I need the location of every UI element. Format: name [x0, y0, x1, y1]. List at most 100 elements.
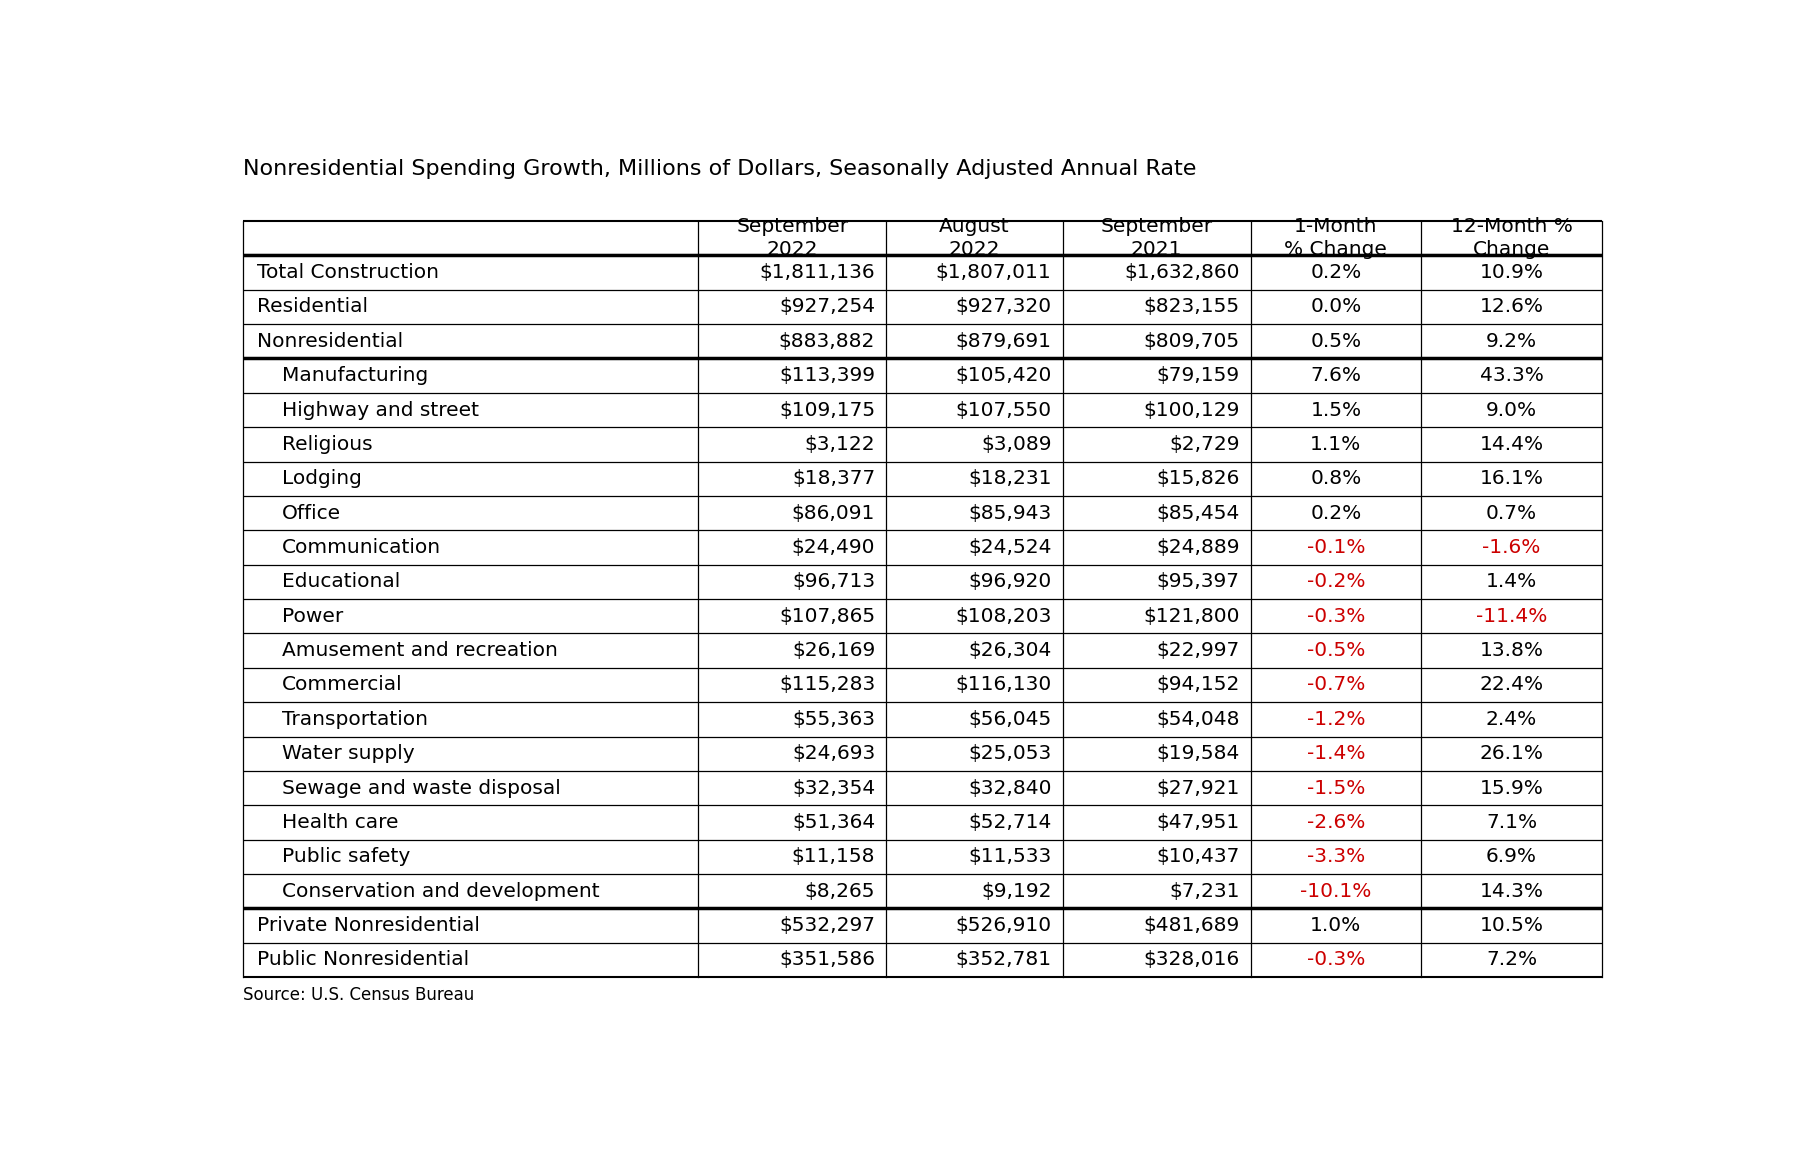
Text: 0.0%: 0.0% [1310, 298, 1361, 316]
Text: Highway and street: Highway and street [283, 401, 479, 419]
Text: 10.5%: 10.5% [1480, 916, 1544, 935]
Text: $25,053: $25,053 [968, 745, 1051, 763]
Text: 0.5%: 0.5% [1310, 332, 1361, 351]
Text: 6.9%: 6.9% [1487, 848, 1537, 866]
Text: $107,865: $107,865 [779, 607, 875, 625]
Text: $15,826: $15,826 [1156, 469, 1240, 489]
Text: September
2022: September 2022 [736, 217, 848, 259]
Text: 7.2%: 7.2% [1487, 951, 1537, 969]
Text: 1.1%: 1.1% [1310, 435, 1361, 454]
Text: -1.2%: -1.2% [1307, 710, 1364, 728]
Text: $11,158: $11,158 [792, 848, 875, 866]
Text: Residential: Residential [257, 298, 367, 316]
Text: $526,910: $526,910 [956, 916, 1051, 935]
Text: $24,693: $24,693 [792, 745, 875, 763]
Text: Manufacturing: Manufacturing [283, 366, 428, 386]
Text: 14.3%: 14.3% [1480, 881, 1544, 901]
Text: $481,689: $481,689 [1143, 916, 1240, 935]
Text: Nonresidential Spending Growth, Millions of Dollars, Seasonally Adjusted Annual : Nonresidential Spending Growth, Millions… [243, 159, 1197, 178]
Text: -2.6%: -2.6% [1307, 813, 1364, 831]
Text: $18,231: $18,231 [968, 469, 1051, 489]
Text: $328,016: $328,016 [1143, 951, 1240, 969]
Text: $8,265: $8,265 [805, 881, 875, 901]
Text: $24,889: $24,889 [1156, 538, 1240, 557]
Text: $54,048: $54,048 [1156, 710, 1240, 728]
Text: $51,364: $51,364 [792, 813, 875, 831]
Text: $52,714: $52,714 [968, 813, 1051, 831]
Text: $532,297: $532,297 [779, 916, 875, 935]
Text: $26,169: $26,169 [792, 642, 875, 660]
Text: $3,122: $3,122 [805, 435, 875, 454]
Text: $32,840: $32,840 [968, 778, 1051, 798]
Text: $24,524: $24,524 [968, 538, 1051, 557]
Text: $109,175: $109,175 [779, 401, 875, 419]
Text: $879,691: $879,691 [956, 332, 1051, 351]
Text: -0.2%: -0.2% [1307, 572, 1364, 592]
Text: 0.7%: 0.7% [1487, 504, 1537, 522]
Text: $10,437: $10,437 [1156, 848, 1240, 866]
Text: 1.0%: 1.0% [1310, 916, 1361, 935]
Text: Water supply: Water supply [283, 745, 414, 763]
Text: Communication: Communication [283, 538, 441, 557]
Text: 13.8%: 13.8% [1480, 642, 1544, 660]
Text: 0.2%: 0.2% [1310, 504, 1361, 522]
Text: 16.1%: 16.1% [1480, 469, 1544, 489]
Text: 0.2%: 0.2% [1310, 263, 1361, 283]
Text: $1,807,011: $1,807,011 [936, 263, 1051, 283]
Text: Office: Office [283, 504, 342, 522]
Text: $7,231: $7,231 [1168, 881, 1240, 901]
Text: Religious: Religious [283, 435, 373, 454]
Text: $47,951: $47,951 [1156, 813, 1240, 831]
Text: Lodging: Lodging [283, 469, 362, 489]
Text: $19,584: $19,584 [1156, 745, 1240, 763]
Text: Commercial: Commercial [283, 675, 403, 695]
Text: $26,304: $26,304 [968, 642, 1051, 660]
Text: 9.0%: 9.0% [1487, 401, 1537, 419]
Text: $2,729: $2,729 [1168, 435, 1240, 454]
Text: 26.1%: 26.1% [1480, 745, 1544, 763]
Text: $55,363: $55,363 [792, 710, 875, 728]
Text: Source: U.S. Census Bureau: Source: U.S. Census Bureau [243, 987, 475, 1004]
Text: -0.3%: -0.3% [1307, 951, 1364, 969]
Text: Power: Power [283, 607, 344, 625]
Text: -0.7%: -0.7% [1307, 675, 1364, 695]
Text: $24,490: $24,490 [792, 538, 875, 557]
Text: $56,045: $56,045 [968, 710, 1051, 728]
Text: $105,420: $105,420 [956, 366, 1051, 386]
Text: Private Nonresidential: Private Nonresidential [257, 916, 481, 935]
Text: $79,159: $79,159 [1156, 366, 1240, 386]
Text: $883,882: $883,882 [779, 332, 875, 351]
Text: $1,632,860: $1,632,860 [1123, 263, 1240, 283]
Text: Health care: Health care [283, 813, 398, 831]
Text: -1.5%: -1.5% [1307, 778, 1364, 798]
Text: -0.5%: -0.5% [1307, 642, 1364, 660]
Text: $113,399: $113,399 [779, 366, 875, 386]
Text: $95,397: $95,397 [1156, 572, 1240, 592]
Text: $352,781: $352,781 [956, 951, 1051, 969]
Text: $809,705: $809,705 [1143, 332, 1240, 351]
Text: Public Nonresidential: Public Nonresidential [257, 951, 470, 969]
Text: $27,921: $27,921 [1156, 778, 1240, 798]
Text: $116,130: $116,130 [956, 675, 1051, 695]
Text: 7.1%: 7.1% [1487, 813, 1537, 831]
Text: $86,091: $86,091 [792, 504, 875, 522]
Text: 1-Month
% Change: 1-Month % Change [1285, 217, 1388, 259]
Text: 43.3%: 43.3% [1480, 366, 1543, 386]
Text: Public safety: Public safety [283, 848, 410, 866]
Text: $11,533: $11,533 [968, 848, 1051, 866]
Text: Amusement and recreation: Amusement and recreation [283, 642, 558, 660]
Text: $927,254: $927,254 [779, 298, 875, 316]
Text: 1.4%: 1.4% [1485, 572, 1537, 592]
Text: Sewage and waste disposal: Sewage and waste disposal [283, 778, 562, 798]
Text: Educational: Educational [283, 572, 400, 592]
Text: Nonresidential: Nonresidential [257, 332, 403, 351]
Text: $96,713: $96,713 [792, 572, 875, 592]
Text: 7.6%: 7.6% [1310, 366, 1361, 386]
Text: $121,800: $121,800 [1143, 607, 1240, 625]
Text: $85,943: $85,943 [968, 504, 1051, 522]
Text: $351,586: $351,586 [779, 951, 875, 969]
Text: $32,354: $32,354 [792, 778, 875, 798]
Text: $107,550: $107,550 [956, 401, 1051, 419]
Text: 12-Month %
Change: 12-Month % Change [1451, 217, 1573, 259]
Text: 22.4%: 22.4% [1480, 675, 1544, 695]
